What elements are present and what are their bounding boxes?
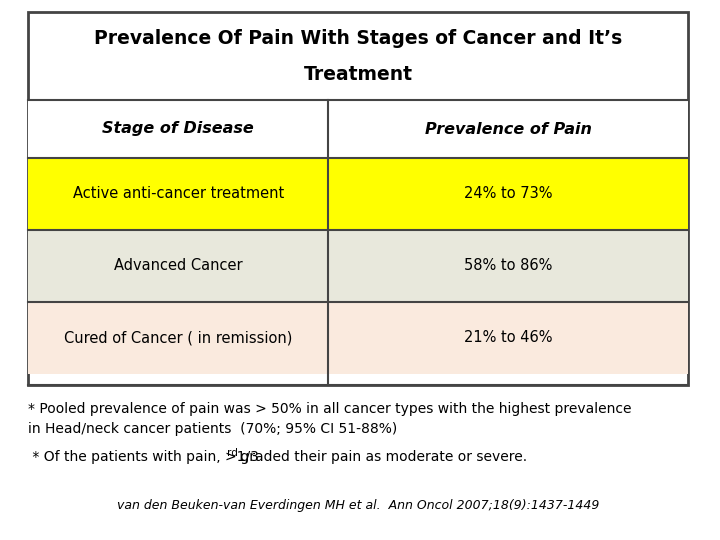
Text: * Of the patients with pain, >1/3: * Of the patients with pain, >1/3	[28, 450, 259, 464]
Bar	[28, 100, 688, 158]
Bar	[28, 302, 328, 374]
Text: graded their pain as moderate or severe.: graded their pain as moderate or severe.	[236, 450, 527, 464]
Bar	[28, 230, 328, 302]
Text: van den Beuken-van Everdingen MH et al.  Ann Oncol 2007;18(9):1437-1449: van den Beuken-van Everdingen MH et al. …	[117, 498, 599, 511]
Text: in Head/neck cancer patients  (70%; 95% CI 51-88%): in Head/neck cancer patients (70%; 95% C…	[28, 422, 397, 436]
Text: Treatment: Treatment	[304, 65, 413, 84]
Bar	[328, 230, 688, 302]
Text: Prevalence Of Pain With Stages of Cancer and It’s: Prevalence Of Pain With Stages of Cancer…	[94, 29, 622, 48]
Text: * Pooled prevalence of pain was > 50% in all cancer types with the highest preva: * Pooled prevalence of pain was > 50% in…	[28, 402, 631, 416]
Bar	[28, 12, 688, 385]
Bar	[328, 302, 688, 374]
Bar	[328, 158, 688, 230]
Bar	[28, 158, 328, 230]
Text: Cured of Cancer ( in remission): Cured of Cancer ( in remission)	[64, 330, 292, 346]
Text: Prevalence of Pain: Prevalence of Pain	[425, 122, 592, 137]
Text: 24% to 73%: 24% to 73%	[464, 186, 552, 201]
Text: 58% to 86%: 58% to 86%	[464, 259, 552, 273]
Text: Stage of Disease: Stage of Disease	[102, 122, 254, 137]
Text: Active anti-cancer treatment: Active anti-cancer treatment	[73, 186, 284, 201]
Text: 21% to 46%: 21% to 46%	[464, 330, 552, 346]
Text: Advanced Cancer: Advanced Cancer	[114, 259, 243, 273]
Text: rd: rd	[227, 448, 238, 458]
